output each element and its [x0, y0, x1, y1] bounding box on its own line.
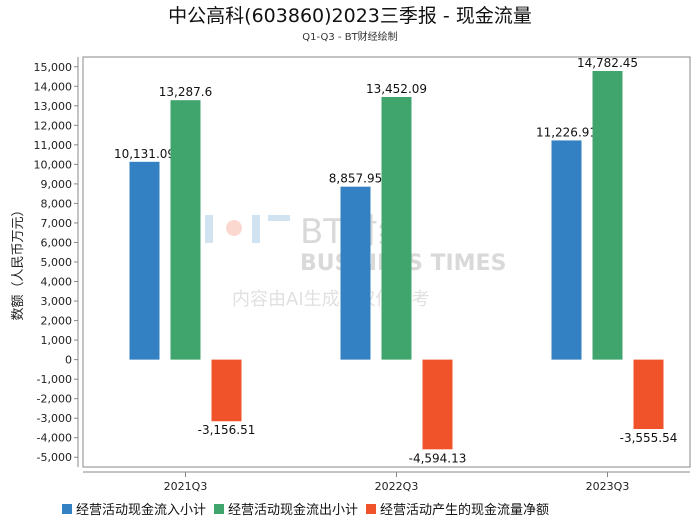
data-label: -4,594.13: [409, 451, 467, 465]
y-tick-label: 9,000: [41, 178, 73, 191]
bar: [170, 100, 201, 360]
bar: [551, 140, 582, 360]
legend-swatch: [62, 504, 72, 514]
y-tick-label: -1,000: [37, 373, 72, 386]
data-label: -3,156.51: [198, 423, 256, 437]
data-label: 14,782.45: [577, 56, 638, 70]
y-tick-label: -5,000: [37, 451, 72, 464]
x-tick-label: 2023Q3: [586, 480, 630, 493]
y-tick-label: 1,000: [41, 334, 73, 347]
y-tick-label: 12,000: [34, 119, 73, 132]
y-axis-label: 数额（人民币万元）: [11, 203, 26, 320]
bar: [340, 186, 371, 360]
bar: [211, 359, 242, 422]
data-label: 10,131.09: [114, 147, 175, 161]
y-tick-label: 14,000: [34, 80, 73, 93]
legend-swatch: [214, 504, 224, 514]
y-tick-label: 10,000: [34, 158, 73, 171]
bar: [381, 96, 412, 360]
y-tick-label: 15,000: [34, 61, 73, 74]
x-tick-label: 2022Q3: [375, 480, 419, 493]
bar: [422, 359, 453, 450]
y-tick-label: 3,000: [41, 295, 73, 308]
y-tick-label: 0: [65, 354, 72, 367]
y-tick-label: 4,000: [41, 276, 73, 289]
y-tick-label: 6,000: [41, 236, 73, 249]
chart-title: 中公高科(603860)2023三季报 - 现金流量: [168, 5, 532, 27]
y-tick-label: 13,000: [34, 100, 73, 113]
bar: [129, 161, 160, 360]
bar: [592, 71, 623, 360]
x-tick-label: 2021Q3: [164, 480, 208, 493]
y-tick-label: 11,000: [34, 139, 73, 152]
y-tick-label: 5,000: [41, 256, 73, 269]
y-tick-label: -3,000: [37, 412, 72, 425]
data-label: 13,287.6: [159, 85, 212, 99]
data-label: 11,226.91: [536, 125, 597, 139]
y-tick-label: 8,000: [41, 197, 73, 210]
y-tick-label: -4,000: [37, 432, 72, 445]
data-label: 8,857.95: [329, 172, 382, 186]
legend-label[interactable]: 经营活动现金流入小计: [76, 502, 206, 518]
legend-label[interactable]: 经营活动产生的现金流量净额: [380, 502, 549, 518]
legend-label[interactable]: 经营活动现金流出小计: [228, 502, 358, 518]
watermark-note: 内容由AI生成，仅供参考: [232, 289, 430, 310]
legend-swatch: [366, 504, 376, 514]
plot-frame: [82, 56, 691, 468]
data-label: 13,452.09: [366, 82, 427, 96]
data-label: -3,555.54: [620, 431, 678, 445]
bar: [633, 359, 664, 430]
y-tick-label: 7,000: [41, 217, 73, 230]
y-tick-label: -2,000: [37, 393, 72, 406]
y-tick-label: 2,000: [41, 315, 73, 328]
chart-subtitle: Q1-Q3 - BT财经绘制: [302, 30, 397, 43]
